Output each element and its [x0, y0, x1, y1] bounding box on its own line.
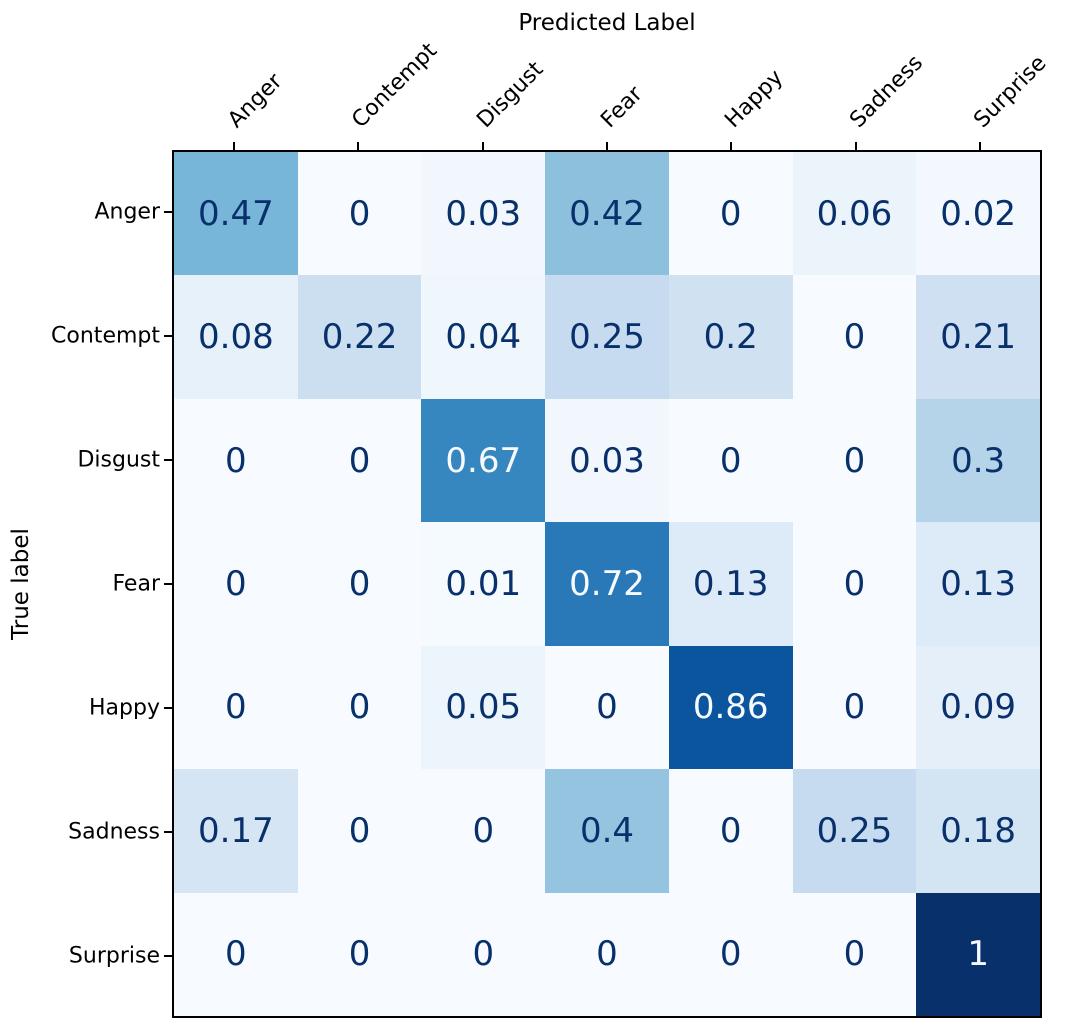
heatmap-cell: 0.2 — [668, 275, 793, 399]
heatmap-cell: 0.06 — [792, 152, 917, 276]
heatmap-cell: 0.13 — [668, 522, 793, 646]
heatmap-cell: 0.42 — [545, 152, 669, 276]
y-tick-mark — [164, 211, 172, 213]
heatmap-cell: 0.25 — [545, 275, 669, 399]
heatmap-cell: 0 — [297, 152, 422, 276]
x-axis-title: Predicted Label — [518, 10, 696, 36]
heatmap-cell: 0.3 — [916, 398, 1040, 523]
heatmap-cell: 0 — [174, 398, 298, 523]
y-tick-mark — [164, 583, 172, 585]
heatmap-cell: 0 — [297, 522, 422, 646]
y-tick-label: Contempt — [51, 323, 160, 349]
x-tick-label: Disgust — [472, 56, 549, 133]
heatmap-cell: 0.17 — [174, 769, 298, 893]
y-tick-label: Disgust — [77, 447, 160, 473]
heatmap-cell: 0.67 — [421, 398, 546, 523]
x-tick-mark — [606, 142, 608, 150]
heatmap-cell: 0.03 — [545, 398, 669, 523]
y-tick-mark — [164, 955, 172, 957]
heatmap-cell: 0 — [297, 398, 422, 523]
x-tick-mark — [481, 142, 484, 150]
heatmap-cell: 0.02 — [916, 152, 1040, 276]
y-tick-mark — [164, 335, 172, 337]
heatmap-cell: 0 — [297, 892, 422, 1016]
heatmap-cell: 0 — [792, 522, 917, 646]
x-tick-label: Fear — [596, 81, 648, 133]
heatmap-grid: 0.47 0 0.03 0.42 0 0.06 0.02 0.08 0.22 0.04 0.25 0.… — [172, 150, 1042, 1018]
y-tick-label: Surprise — [68, 943, 160, 969]
heatmap-cell: 0.22 — [297, 275, 422, 399]
y-tick-label: Anger — [94, 199, 160, 225]
heatmap-cell: 0 — [297, 645, 422, 770]
heatmap-cell: 0 — [668, 892, 793, 1016]
y-tick-mark — [164, 831, 172, 833]
y-tick-mark — [164, 459, 172, 461]
x-tick-mark — [978, 142, 981, 150]
heatmap-cell: 0.86 — [668, 645, 793, 770]
x-tick-label: Sadness — [844, 50, 928, 133]
heatmap-cell: 0 — [421, 769, 546, 893]
x-tick-label: Anger — [223, 68, 288, 133]
y-tick-label: Happy — [89, 695, 160, 721]
heatmap-cell: 0.18 — [916, 769, 1040, 893]
x-tick-label: Contempt — [347, 38, 443, 133]
heatmap-cell: 0.08 — [174, 275, 298, 399]
x-tick-mark — [233, 142, 236, 150]
heatmap-cell: 0 — [792, 892, 917, 1016]
heatmap-cell: 1 — [916, 892, 1040, 1016]
heatmap-cell: 0.72 — [545, 522, 669, 646]
heatmap-cell: 0 — [174, 892, 298, 1016]
heatmap-cell: 0 — [668, 152, 793, 276]
y-tick-mark — [164, 707, 172, 709]
y-axis-title: True label — [8, 528, 34, 640]
x-tick-mark — [730, 142, 733, 150]
heatmap-cell: 0 — [545, 645, 669, 770]
heatmap-cell: 0.09 — [916, 645, 1040, 770]
x-tick-label: Surprise — [969, 50, 1052, 133]
heatmap-cell: 0 — [792, 645, 917, 770]
heatmap-cell: 0.47 — [174, 152, 298, 276]
y-tick-label: Sadness — [68, 819, 160, 845]
heatmap-cell: 0.21 — [916, 275, 1040, 399]
heatmap-cell: 0 — [668, 769, 793, 893]
heatmap-cell: 0 — [792, 275, 917, 399]
heatmap-cell: 0.05 — [421, 645, 546, 770]
y-tick-label: Fear — [112, 571, 160, 597]
x-tick-mark — [357, 142, 360, 150]
x-tick-label: Happy — [720, 65, 789, 133]
heatmap-cell: 0.13 — [916, 522, 1040, 646]
heatmap-cell: 0 — [545, 892, 669, 1016]
heatmap-cell: 0 — [421, 892, 546, 1016]
heatmap-cell: 0.4 — [545, 769, 669, 893]
x-tick-mark — [854, 142, 857, 150]
heatmap-cell: 0.04 — [421, 275, 546, 399]
heatmap-cell: 0.25 — [792, 769, 917, 893]
heatmap-cell: 0.03 — [421, 152, 546, 276]
heatmap-cell: 0 — [668, 398, 793, 523]
heatmap-cell: 0.01 — [421, 522, 546, 646]
heatmap-cell: 0 — [174, 645, 298, 770]
heatmap-cell: 0 — [174, 522, 298, 646]
heatmap-cell: 0 — [297, 769, 422, 893]
heatmap-cell: 0 — [792, 398, 917, 523]
